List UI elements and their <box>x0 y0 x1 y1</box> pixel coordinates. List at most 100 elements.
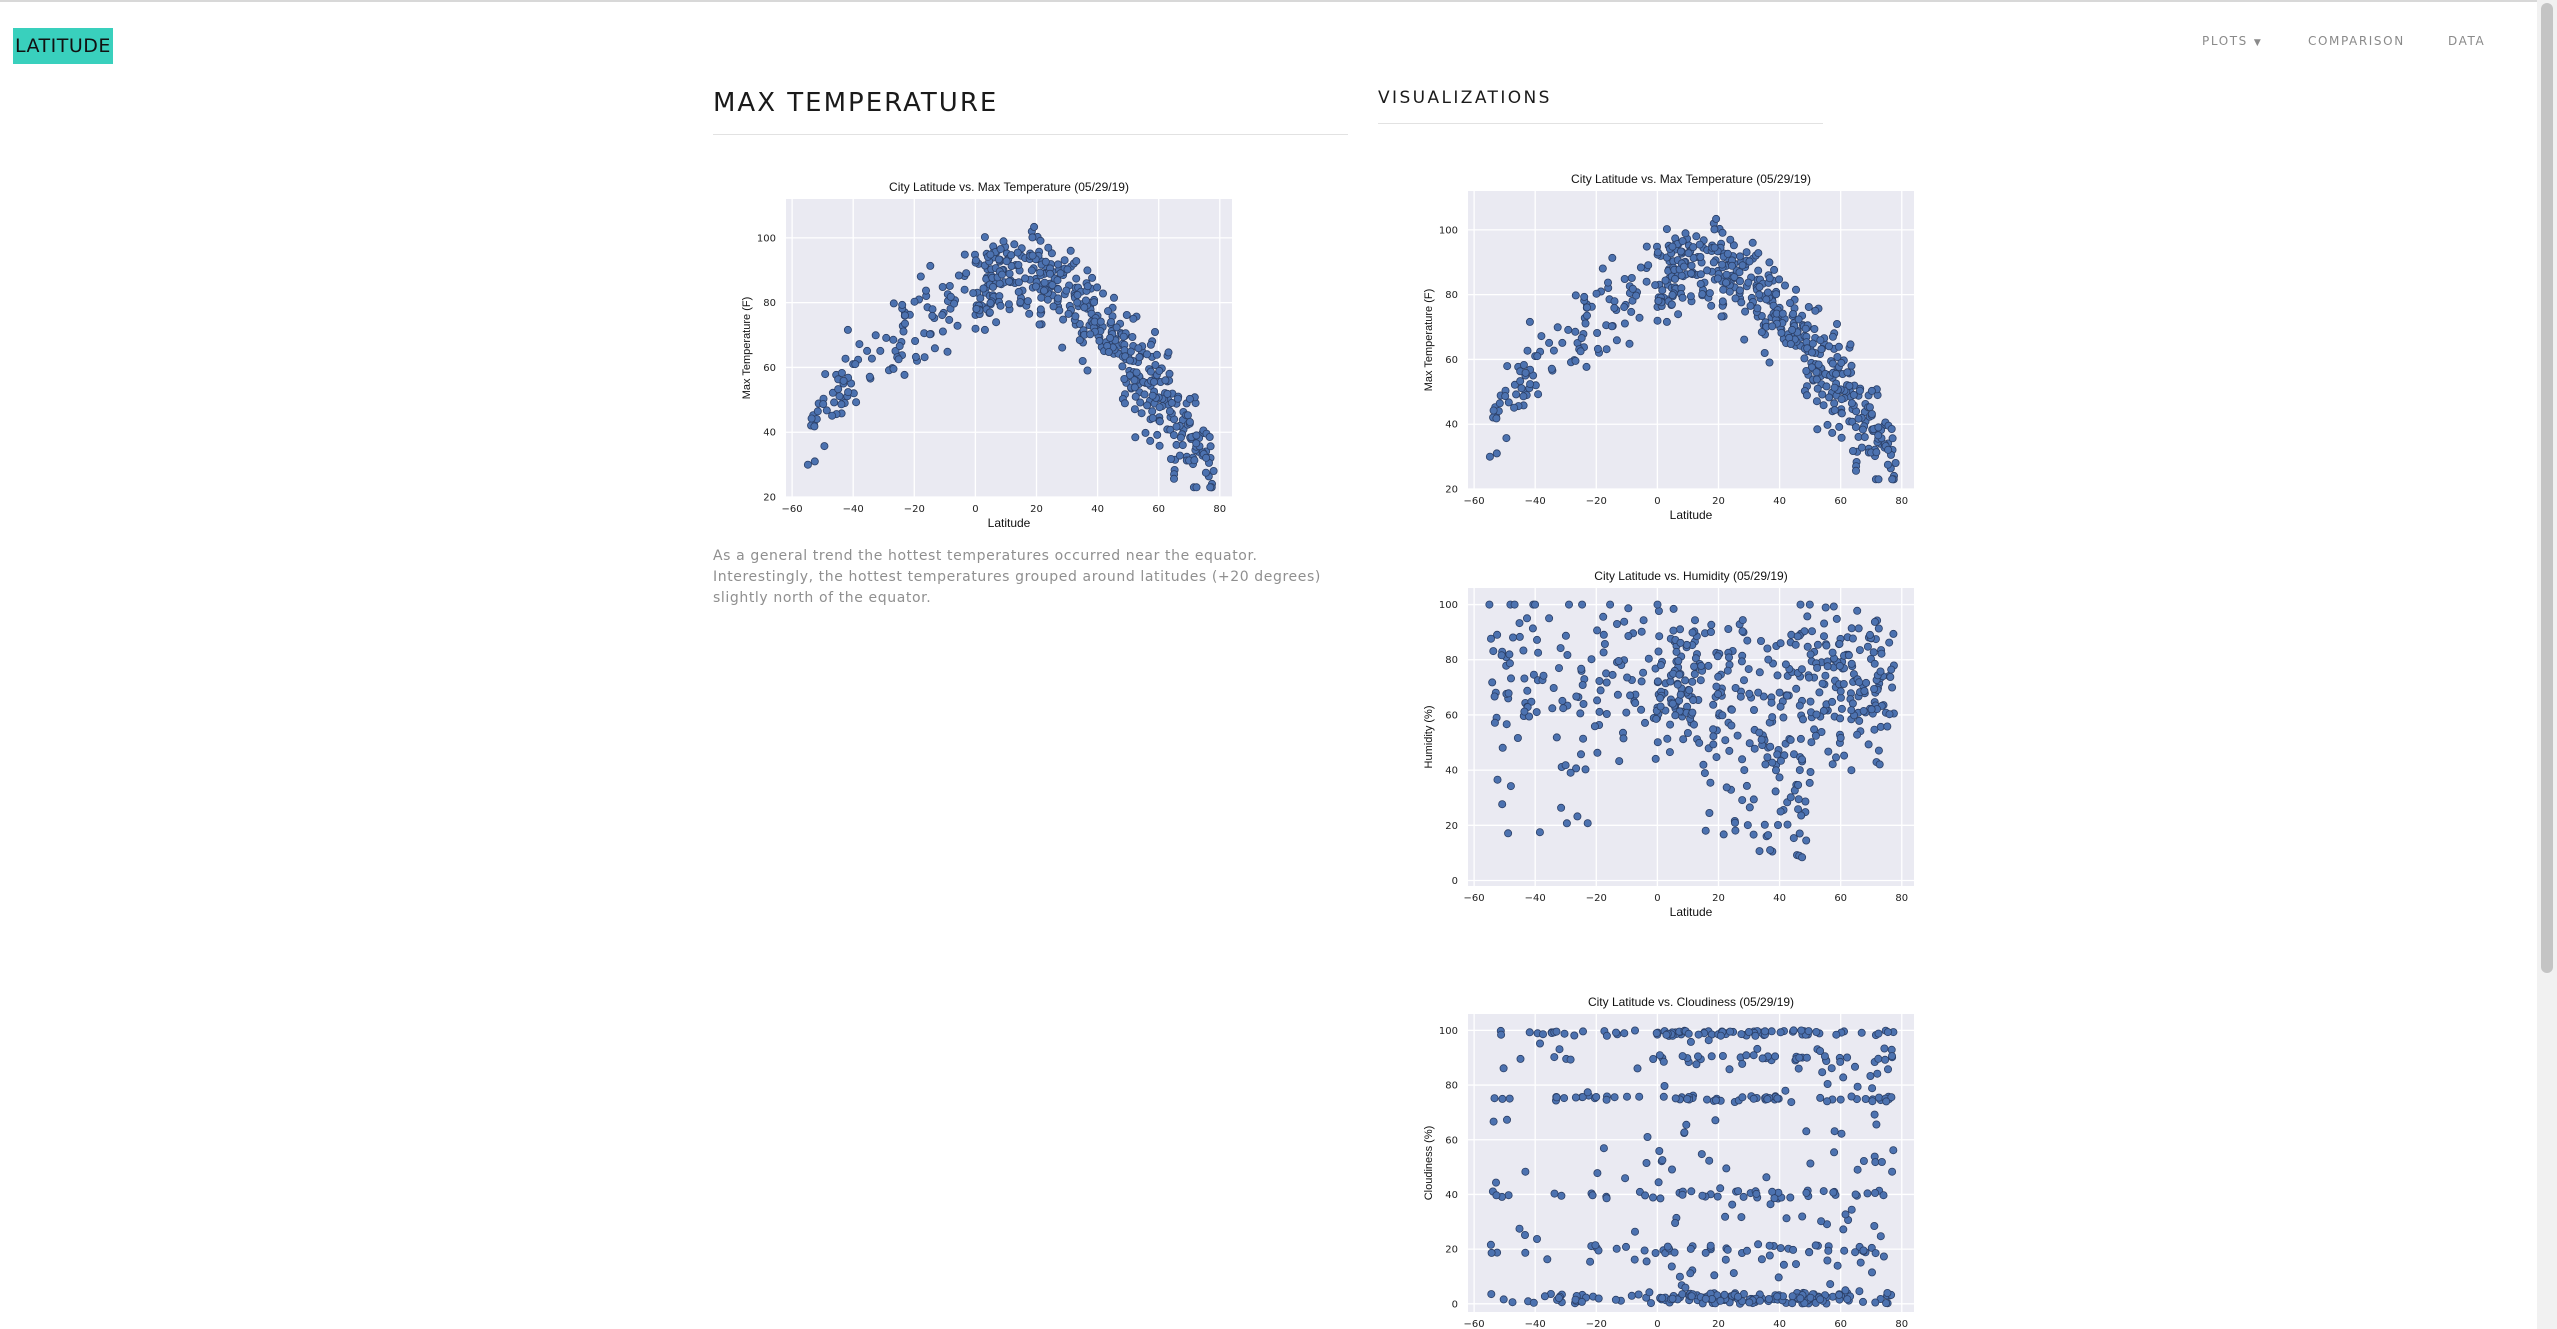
data-point <box>1093 283 1102 292</box>
data-point <box>1738 1059 1747 1068</box>
data-point <box>1620 617 1629 626</box>
x-tick-label: −40 <box>843 504 864 515</box>
data-point <box>1573 812 1582 821</box>
data-point <box>1679 262 1688 271</box>
data-point <box>1554 664 1563 673</box>
data-point <box>1072 274 1081 283</box>
data-point <box>1658 286 1667 295</box>
data-point <box>1205 432 1214 441</box>
data-point <box>1081 296 1090 305</box>
data-point <box>1735 286 1744 295</box>
data-point <box>1751 1031 1760 1040</box>
data-point <box>1109 293 1118 302</box>
data-point <box>898 300 907 309</box>
data-point <box>1533 1234 1542 1243</box>
data-point <box>1083 266 1092 275</box>
data-point <box>1767 1027 1776 1036</box>
x-tick-label: −40 <box>1525 496 1546 507</box>
data-point <box>1633 1064 1642 1073</box>
data-point <box>1126 347 1135 356</box>
data-point <box>1592 289 1601 298</box>
data-point <box>1701 1294 1710 1303</box>
data-point <box>1612 1244 1621 1253</box>
data-point <box>1705 1156 1714 1165</box>
data-point <box>1552 1093 1561 1102</box>
data-point <box>1837 1129 1846 1138</box>
data-point <box>1202 453 1211 462</box>
data-point <box>1768 713 1777 722</box>
data-point <box>1764 1294 1773 1303</box>
data-point <box>1613 690 1622 699</box>
scatter-plot-svg: −60 −40 −20 0 20 40 60 80 20 40 60 80 100 City Latitu… <box>741 180 1232 530</box>
data-point <box>1757 328 1766 337</box>
max-temp-chart-thumb[interactable]: −60 −40 −20 0 20 40 60 80 20 40 60 80 100 City Latitu… <box>1415 168 1925 526</box>
data-point <box>899 327 908 336</box>
data-point <box>1783 820 1792 829</box>
data-point <box>1840 1246 1849 1255</box>
data-point <box>1851 466 1860 475</box>
data-point <box>1760 1027 1769 1036</box>
data-point <box>1666 720 1675 729</box>
data-point <box>1824 747 1833 756</box>
data-point <box>1637 705 1646 714</box>
data-point <box>1656 661 1665 670</box>
data-point <box>1706 778 1715 787</box>
data-point <box>1868 1084 1877 1093</box>
data-point <box>1791 285 1800 294</box>
data-point <box>1620 319 1629 328</box>
data-point <box>1107 317 1116 326</box>
data-point <box>1122 310 1131 319</box>
data-point <box>1773 1292 1782 1301</box>
data-point <box>1887 424 1896 433</box>
data-point <box>1870 617 1879 626</box>
brand-logo[interactable]: LATITUDE <box>13 28 113 64</box>
humidity-chart-thumb[interactable]: −60 −40 −20 0 20 40 60 80 0 20 40 60 80 100 City Latit… <box>1415 565 1925 923</box>
data-point <box>1586 1257 1595 1266</box>
data-point <box>1610 297 1619 306</box>
cloudiness-chart-thumb[interactable]: −60 −40 −20 0 20 40 60 80 0 20 40 60 80 100 City Latit… <box>1415 991 1925 1329</box>
data-point <box>1155 366 1164 375</box>
scrollbar-thumb[interactable] <box>2541 3 2553 973</box>
data-point <box>1579 734 1588 743</box>
data-point <box>1620 275 1629 284</box>
data-point <box>1721 1212 1730 1221</box>
data-point <box>1013 248 1022 257</box>
x-tick-label: 20 <box>1712 893 1725 904</box>
data-point <box>1142 350 1151 359</box>
data-point <box>1855 716 1864 725</box>
data-point <box>1030 222 1039 231</box>
data-point <box>1667 1165 1676 1174</box>
data-point <box>1883 460 1892 469</box>
data-point <box>1578 1027 1587 1036</box>
data-point <box>1504 398 1513 407</box>
data-point <box>1835 422 1844 431</box>
data-point <box>1854 414 1863 423</box>
data-point <box>889 335 898 344</box>
data-point <box>1794 805 1803 814</box>
data-point <box>1595 677 1604 686</box>
data-point <box>1757 735 1766 744</box>
data-point <box>1658 1156 1667 1165</box>
data-point <box>1837 395 1846 404</box>
data-point <box>1867 705 1876 714</box>
data-point <box>1888 475 1897 484</box>
data-point <box>1515 1224 1524 1233</box>
data-point <box>1533 635 1542 644</box>
data-point <box>1776 1028 1785 1037</box>
data-point <box>1687 1292 1696 1301</box>
data-point <box>1786 735 1795 744</box>
data-point <box>1813 663 1822 672</box>
nav-data-link[interactable]: DATA <box>2448 34 2486 48</box>
data-point <box>1877 649 1886 658</box>
nav-plots-dropdown[interactable]: PLOTS ▼ <box>2202 34 2262 48</box>
data-point <box>1696 279 1705 288</box>
data-point <box>1651 1248 1660 1257</box>
data-point <box>1149 377 1158 386</box>
nav-comparison-link[interactable]: COMPARISON <box>2308 34 2405 48</box>
data-point <box>1828 359 1837 368</box>
data-point <box>1040 286 1049 295</box>
data-point <box>1136 398 1145 407</box>
data-point <box>1858 1297 1867 1306</box>
data-point <box>1558 696 1567 705</box>
data-point <box>1651 754 1660 763</box>
